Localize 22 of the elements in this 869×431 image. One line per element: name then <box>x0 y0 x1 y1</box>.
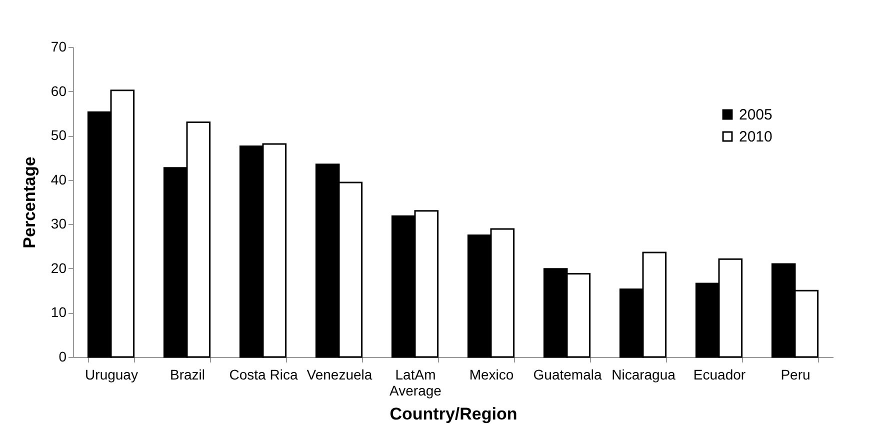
x-tick-label: Mexico <box>469 366 514 382</box>
y-tick-label: 70 <box>50 38 67 54</box>
x-axis-title: Country/Region <box>390 404 518 424</box>
x-tick-label: Brazil <box>170 366 206 382</box>
y-axis-title: Percentage <box>20 156 39 248</box>
y-tick-label: 20 <box>50 260 67 276</box>
y-tick-label: 0 <box>58 348 67 364</box>
legend-label: 2010 <box>739 128 772 146</box>
x-tick-label: Uruguay <box>85 366 138 382</box>
x-tick-label: LatAm Average <box>390 366 442 398</box>
x-tick-label: Costa Rica <box>229 366 298 382</box>
y-tick-label: 60 <box>50 82 67 99</box>
x-tick-label: Nicaragua <box>612 366 676 382</box>
x-tick-label: Guatemala <box>533 366 602 382</box>
legend-label: 2005 <box>739 106 772 124</box>
y-tick-label: 10 <box>50 304 67 320</box>
x-tick-label: Venezuela <box>306 366 372 382</box>
x-tick-label: Peru <box>780 366 810 382</box>
x-tick-label: Ecuador <box>693 366 746 382</box>
y-tick-label: 40 <box>50 171 67 188</box>
y-tick-label: 30 <box>50 216 67 232</box>
y-tick-label: 50 <box>50 127 67 144</box>
